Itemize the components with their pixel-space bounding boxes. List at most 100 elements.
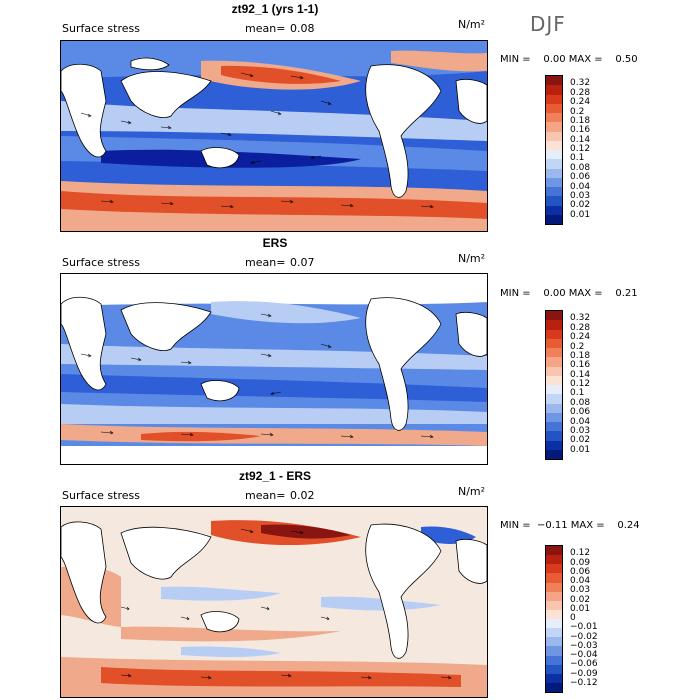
colorbar-tick-label: 0.04 <box>570 416 591 427</box>
colorbar-swatch <box>546 320 562 330</box>
colorbar-swatch <box>546 76 562 86</box>
colorbar-tick-label: 0.02 <box>570 594 591 605</box>
colorbar-tick-label: 0.32 <box>570 78 591 89</box>
colorbar-swatch <box>546 366 562 376</box>
colorbar-swatch <box>546 628 562 638</box>
colorbar-tick-label: 0.18 <box>570 115 591 126</box>
mean-label: mean= <box>245 22 286 35</box>
units-label: N/m² <box>458 18 486 31</box>
colorbar-swatch <box>546 619 562 629</box>
colorbar-swatch <box>546 168 562 178</box>
colorbar-tick-label: 0.12 <box>570 144 591 154</box>
colorbar-tick-label: −0.03 <box>570 640 598 651</box>
colorbar-swatch <box>546 546 562 556</box>
colorbar-tick-label: 0.1 <box>570 153 585 164</box>
colorbar-swatch <box>546 103 562 113</box>
colorbar-tick-label: 0.03 <box>570 425 591 436</box>
colorbar-tick-label: 0.12 <box>570 379 591 389</box>
colorbar-tick-label: 0.09 <box>570 557 591 568</box>
colorbar-tick-label: 0.02 <box>570 435 591 446</box>
colorbar-swatch <box>546 412 562 422</box>
panel-title: zt92_1 (yrs 1-1) <box>231 2 319 16</box>
colorbar-swatch <box>546 150 562 160</box>
colorbar <box>545 545 563 693</box>
stress-map <box>60 40 488 232</box>
colorbar-tick-label: 0.32 <box>570 313 591 324</box>
colorbar-tick-label: 0.12 <box>570 548 591 559</box>
colorbar-swatch <box>546 431 562 441</box>
panel-subtitle: Surface stress <box>62 22 140 35</box>
colorbar-swatch <box>546 682 562 692</box>
colorbar-tick-label: 0.06 <box>570 407 591 418</box>
colorbar-swatch <box>546 177 562 187</box>
minmax-label: MIN = −0.11 MAX = 0.24 <box>500 520 640 531</box>
colorbar-tick-label: −0.04 <box>570 650 598 660</box>
panel-subtitle: Surface stress <box>62 489 140 502</box>
units-label: N/m² <box>458 485 486 498</box>
colorbar-tick-label: −0.02 <box>570 631 598 642</box>
mean-label: mean= <box>245 256 286 269</box>
colorbar-swatch <box>546 646 562 656</box>
colorbar-swatch <box>546 113 562 123</box>
colorbar-tick-label: 0.14 <box>570 134 591 145</box>
colorbar-swatch <box>546 159 562 169</box>
colorbar-swatch <box>546 582 562 592</box>
colorbar-tick-label: 0.28 <box>570 87 591 98</box>
colorbar-tick-label: 0.18 <box>570 350 591 361</box>
colorbar-swatch <box>546 385 562 395</box>
colorbar-tick-label: 0.04 <box>570 576 591 586</box>
colorbar-swatch <box>546 664 562 674</box>
colorbar-tick-label: 0.03 <box>570 190 591 201</box>
colorbar-tick-label: 0.01 <box>570 444 591 455</box>
colorbar-tick-label: 0.01 <box>570 603 591 614</box>
colorbar-swatch <box>546 573 562 583</box>
colorbar-swatch <box>546 214 562 224</box>
colorbar-tick-label: 0.06 <box>570 566 591 577</box>
colorbar-tick-label: −0.12 <box>570 677 598 688</box>
colorbar-swatch <box>546 403 562 413</box>
colorbar-swatch <box>546 440 562 450</box>
colorbar <box>545 75 563 225</box>
colorbar-tick-label: 0.06 <box>570 172 591 183</box>
colorbar-tick-label: 0.1 <box>570 388 585 399</box>
colorbar-tick-label: 0.01 <box>570 209 591 220</box>
colorbar-labels: 0.12 0.09 0.06 0.04 0.03 0.02 0.01 0 −0.01 −0.02−… <box>570 545 610 693</box>
stress-map <box>60 506 488 698</box>
mean-value: 0.02 <box>290 489 315 502</box>
panel-title: ERS <box>262 236 288 250</box>
colorbar-swatch <box>546 600 562 610</box>
colorbar-swatch <box>546 422 562 432</box>
colorbar-swatch <box>546 205 562 215</box>
colorbar-swatch <box>546 673 562 683</box>
colorbar-tick-label: −0.09 <box>570 668 598 679</box>
colorbar-swatch <box>546 564 562 574</box>
colorbar-swatch <box>546 329 562 339</box>
colorbar-swatch <box>546 375 562 385</box>
minmax-label: MIN = 0.00 MAX = 0.50 <box>500 54 638 65</box>
mean-label: mean= <box>245 489 286 502</box>
colorbar-tick-label: 0 <box>570 613 576 623</box>
mean-value: 0.08 <box>290 22 315 35</box>
colorbar-tick-label: 0.02 <box>570 200 591 211</box>
colorbar-swatch <box>546 94 562 104</box>
colorbar-swatch <box>546 85 562 95</box>
colorbar-tick-label: 0.03 <box>570 585 591 596</box>
colorbar-tick-label: 0.24 <box>570 97 591 108</box>
panel-subtitle: Surface stress <box>62 256 140 269</box>
colorbar-swatch <box>546 394 562 404</box>
colorbar-swatch <box>546 140 562 150</box>
colorbar-tick-label: 0.28 <box>570 322 591 333</box>
colorbar-tick-label: 0.14 <box>570 369 591 380</box>
colorbar-tick-label: 0.2 <box>570 341 585 352</box>
colorbar-swatch <box>546 555 562 565</box>
colorbar-tick-label: 0.24 <box>570 332 591 343</box>
stress-map <box>60 273 488 465</box>
colorbar-swatch <box>546 348 562 358</box>
colorbar-labels: 0.32 0.28 0.24 0.2 0.18 0.16 0.14 0.12 0.1 0.08 0.… <box>570 310 610 460</box>
colorbar-tick-label: −0.06 <box>570 659 598 670</box>
colorbar-swatch <box>546 357 562 367</box>
season-label: DJF <box>530 12 566 36</box>
colorbar-tick-label: 0.16 <box>570 125 591 136</box>
colorbar-swatch <box>546 609 562 619</box>
colorbar-swatch <box>546 655 562 665</box>
